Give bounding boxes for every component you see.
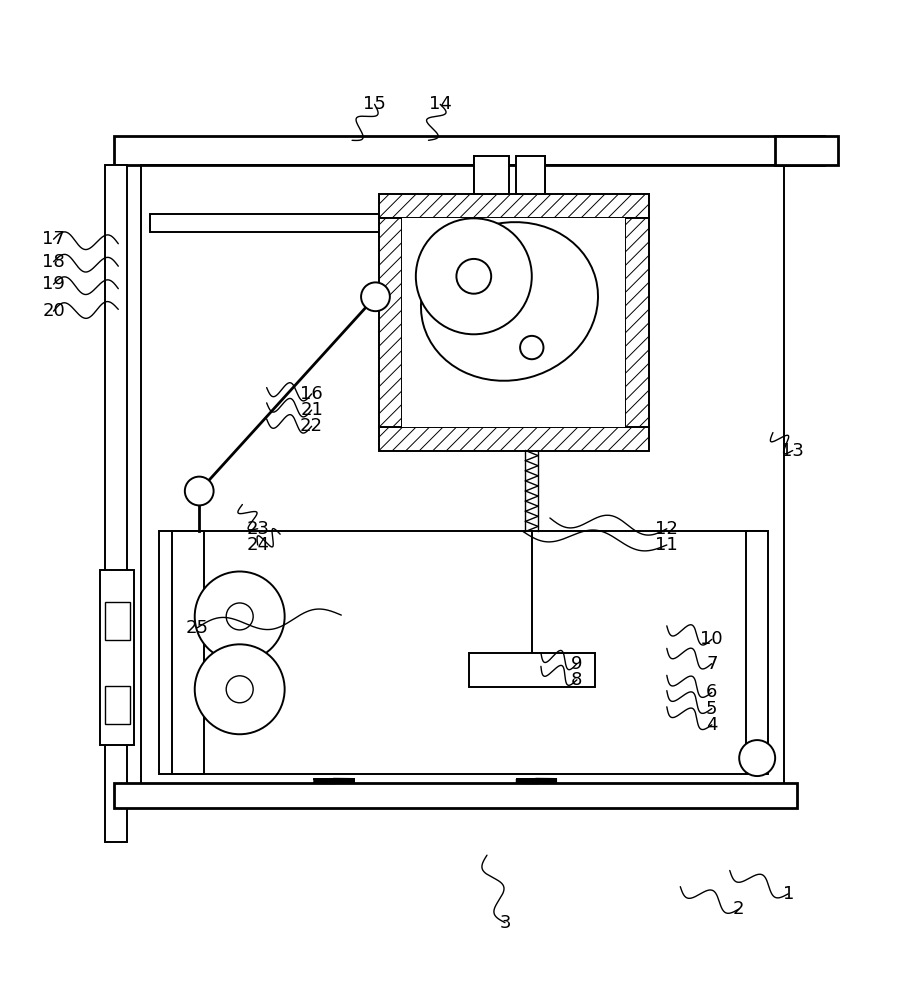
Text: 1: 1 bbox=[783, 885, 794, 903]
Text: 5: 5 bbox=[706, 700, 717, 718]
Circle shape bbox=[226, 603, 253, 630]
Text: 7: 7 bbox=[706, 655, 717, 673]
Bar bbox=[141, 165, 784, 788]
Text: 13: 13 bbox=[781, 442, 805, 460]
Text: 2: 2 bbox=[733, 900, 744, 918]
Bar bbox=[402, 218, 625, 427]
Circle shape bbox=[416, 218, 532, 334]
Bar bbox=[379, 218, 402, 427]
Bar bbox=[746, 531, 769, 774]
Bar bbox=[105, 165, 127, 842]
Circle shape bbox=[185, 477, 214, 505]
Text: 22: 22 bbox=[300, 417, 323, 435]
Text: 9: 9 bbox=[571, 655, 583, 673]
Bar bbox=[516, 156, 545, 194]
Bar bbox=[100, 570, 134, 745]
Circle shape bbox=[456, 259, 492, 294]
Text: 19: 19 bbox=[42, 275, 65, 293]
Text: 25: 25 bbox=[186, 619, 209, 637]
Bar bbox=[105, 602, 130, 640]
Circle shape bbox=[361, 282, 390, 311]
Bar bbox=[625, 218, 649, 427]
Text: 12: 12 bbox=[656, 520, 678, 538]
Bar bbox=[474, 156, 509, 194]
Text: 24: 24 bbox=[246, 536, 269, 554]
Bar bbox=[379, 194, 649, 218]
Text: 4: 4 bbox=[706, 716, 717, 734]
Circle shape bbox=[226, 676, 253, 703]
Circle shape bbox=[195, 644, 285, 734]
Bar bbox=[172, 531, 204, 774]
Bar bbox=[159, 531, 766, 774]
Text: 8: 8 bbox=[571, 671, 583, 689]
Text: 18: 18 bbox=[42, 253, 65, 271]
Text: 14: 14 bbox=[428, 95, 452, 113]
Circle shape bbox=[195, 571, 285, 661]
Bar bbox=[105, 686, 130, 724]
Text: 23: 23 bbox=[246, 520, 269, 538]
Text: 17: 17 bbox=[42, 230, 65, 248]
Ellipse shape bbox=[421, 222, 598, 381]
Bar bbox=[469, 653, 594, 687]
Text: 16: 16 bbox=[300, 385, 323, 403]
Text: 3: 3 bbox=[499, 914, 511, 932]
Text: 6: 6 bbox=[706, 683, 717, 701]
Bar bbox=[379, 427, 649, 451]
Circle shape bbox=[740, 740, 775, 776]
Text: 20: 20 bbox=[42, 302, 65, 320]
Bar bbox=[775, 136, 838, 165]
Circle shape bbox=[520, 336, 544, 359]
Text: 10: 10 bbox=[701, 630, 723, 648]
Text: 21: 21 bbox=[300, 401, 323, 419]
Text: 11: 11 bbox=[656, 536, 678, 554]
Bar bbox=[114, 136, 824, 165]
Bar bbox=[150, 214, 392, 232]
Text: 15: 15 bbox=[364, 95, 386, 113]
Bar bbox=[114, 783, 797, 808]
